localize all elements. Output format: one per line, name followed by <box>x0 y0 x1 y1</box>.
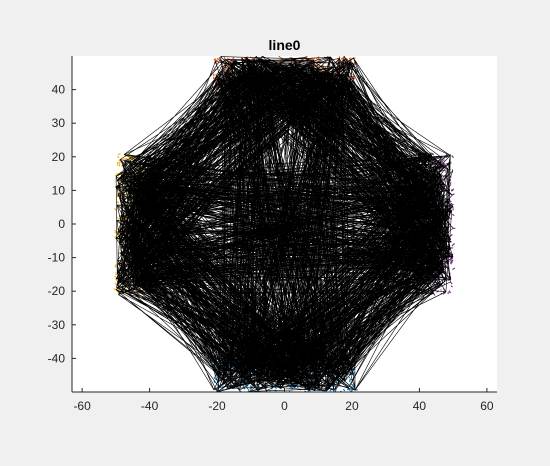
y-tick-label: 40 <box>52 83 66 97</box>
connection-line-set-20 <box>115 227 356 392</box>
connection-line-set-27 <box>115 227 454 294</box>
x-tick-label: -60 <box>73 399 91 413</box>
x-tick-label: 20 <box>345 399 359 413</box>
y-tick-label: 30 <box>52 116 66 130</box>
y-tick-label: 0 <box>58 217 65 231</box>
connection-line-set-10 <box>115 57 354 220</box>
x-tick-label: -20 <box>208 399 226 413</box>
connection-line-set-22 <box>287 228 454 392</box>
connection-line-set-26 <box>115 153 452 295</box>
connection-lines <box>115 56 454 392</box>
y-tick-label: -40 <box>48 351 66 365</box>
y-tick-label: 20 <box>52 150 66 164</box>
y-tick-label: 10 <box>52 183 66 197</box>
connection-line-set-28 <box>419 154 454 292</box>
plot-area <box>113 56 456 392</box>
x-tick-label: -40 <box>141 399 159 413</box>
x-tick-label: 0 <box>281 399 288 413</box>
x-tick-label: 60 <box>480 399 494 413</box>
y-tick-label: -10 <box>48 251 66 265</box>
y-tick-label: -20 <box>48 284 66 298</box>
x-tick-label: 40 <box>413 399 427 413</box>
axes: -60 -40 -20 0 20 40 60 -40 -30 -20 -10 0 10 20 30 40 <box>48 56 497 413</box>
chart-title: line0 <box>269 37 301 53</box>
y-tick-label: -30 <box>48 318 66 332</box>
